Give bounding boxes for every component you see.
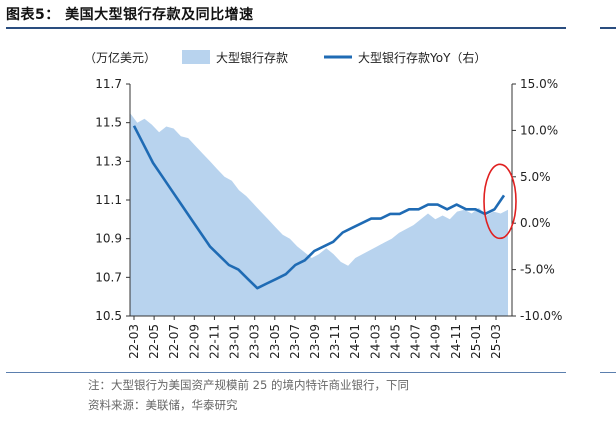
y-left-tick-label: 10.9 — [95, 232, 122, 246]
title-rule — [6, 27, 566, 29]
x-tick-label: 22-11 — [207, 324, 221, 359]
chart-legend: （万亿美元） 大型银行存款 大型银行存款YoY（右） — [84, 50, 486, 65]
y-right-tick-label: 10.0% — [520, 123, 558, 137]
x-tick-label: 22-05 — [147, 324, 161, 359]
x-tick-label: 23-07 — [288, 324, 302, 359]
x-tick-label: 24-11 — [449, 324, 463, 359]
x-tick-label: 23-01 — [228, 324, 242, 359]
y-left-tick-label: 11.5 — [95, 116, 122, 130]
y-right-tick-label: 15.0% — [520, 77, 558, 91]
x-tick-label: 23-11 — [328, 324, 342, 359]
x-tick-label: 22-09 — [187, 324, 201, 359]
figure-source: 资料来源：美联储，华泰研究 — [88, 398, 238, 412]
y-right-tick-label: 0.0% — [520, 216, 551, 230]
y-left-tick-label: 11.1 — [95, 193, 122, 207]
x-tick-label: 23-09 — [308, 324, 322, 359]
y-right-tick-label: -5.0% — [520, 263, 555, 277]
figure-title: 图表5： 美国大型银行存款及同比增速 — [6, 7, 254, 23]
x-tick-label: 23-03 — [248, 324, 262, 359]
x-tick-label: 25-01 — [469, 324, 483, 359]
x-tick-label: 24-05 — [388, 324, 402, 359]
unit-label: （万亿美元） — [84, 50, 156, 65]
y-right-tick-label: -10.0% — [520, 309, 562, 323]
y-left-tick-label: 11.7 — [95, 77, 122, 91]
legend-label-line: 大型银行存款YoY（右） — [358, 50, 486, 65]
deposits-chart: （万亿美元） 大型银行存款 大型银行存款YoY（右） 10.510.710.91… — [84, 50, 562, 359]
area-series-deposits — [130, 113, 508, 316]
y-left-tick-label: 10.5 — [95, 309, 122, 323]
footer-rule — [6, 372, 566, 373]
y-left-tick-label: 11.3 — [95, 154, 122, 168]
legend-swatch-area — [182, 50, 210, 64]
x-tick-label: 24-03 — [368, 324, 382, 359]
y-left-tick-label: 10.7 — [95, 270, 122, 284]
y-right-tick-label: 5.0% — [520, 170, 551, 184]
x-tick-label: 23-05 — [268, 324, 282, 359]
x-tick-label: 24-01 — [348, 324, 362, 359]
x-tick-label: 24-07 — [409, 324, 423, 359]
x-tick-label: 22-07 — [167, 324, 181, 359]
highlight-ellipse — [483, 163, 517, 240]
plot-area: 10.5 10.7 10.9 11.1 11.3 11.5 11.7 -10.0% -5.0% 0… — [95, 77, 562, 359]
figure-note: 注：大型银行为美国资产规模前 25 的境内特许商业银行，下同 — [88, 378, 409, 392]
legend-label-area: 大型银行存款 — [216, 51, 288, 65]
adjacent-panel-edge — [600, 0, 616, 423]
x-tick-label: 22-03 — [127, 324, 141, 359]
line-series-yoy — [132, 125, 506, 290]
x-tick-label: 25-03 — [489, 324, 503, 359]
x-tick-label: 24-09 — [429, 324, 443, 359]
